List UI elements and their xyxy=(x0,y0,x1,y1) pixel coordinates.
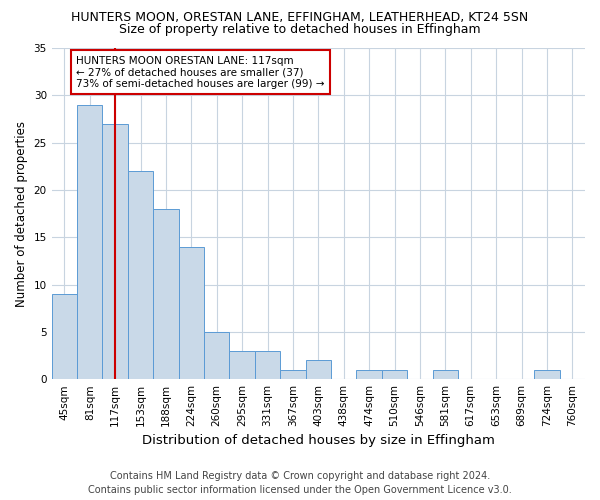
Bar xyxy=(179,246,204,379)
Bar xyxy=(433,370,458,379)
Bar xyxy=(204,332,229,379)
Bar xyxy=(128,171,153,379)
Text: Size of property relative to detached houses in Effingham: Size of property relative to detached ho… xyxy=(119,22,481,36)
Bar xyxy=(356,370,382,379)
Bar xyxy=(305,360,331,379)
Text: HUNTERS MOON, ORESTAN LANE, EFFINGHAM, LEATHERHEAD, KT24 5SN: HUNTERS MOON, ORESTAN LANE, EFFINGHAM, L… xyxy=(71,11,529,24)
Bar xyxy=(52,294,77,379)
Bar xyxy=(280,370,305,379)
Text: HUNTERS MOON ORESTAN LANE: 117sqm
← 27% of detached houses are smaller (37)
73% : HUNTERS MOON ORESTAN LANE: 117sqm ← 27% … xyxy=(76,56,324,89)
Bar xyxy=(382,370,407,379)
X-axis label: Distribution of detached houses by size in Effingham: Distribution of detached houses by size … xyxy=(142,434,495,448)
Bar xyxy=(255,351,280,379)
Bar xyxy=(229,351,255,379)
Bar xyxy=(153,209,179,379)
Bar xyxy=(534,370,560,379)
Bar xyxy=(77,105,103,379)
Text: Contains HM Land Registry data © Crown copyright and database right 2024.
Contai: Contains HM Land Registry data © Crown c… xyxy=(88,471,512,495)
Bar xyxy=(103,124,128,379)
Y-axis label: Number of detached properties: Number of detached properties xyxy=(15,120,28,306)
